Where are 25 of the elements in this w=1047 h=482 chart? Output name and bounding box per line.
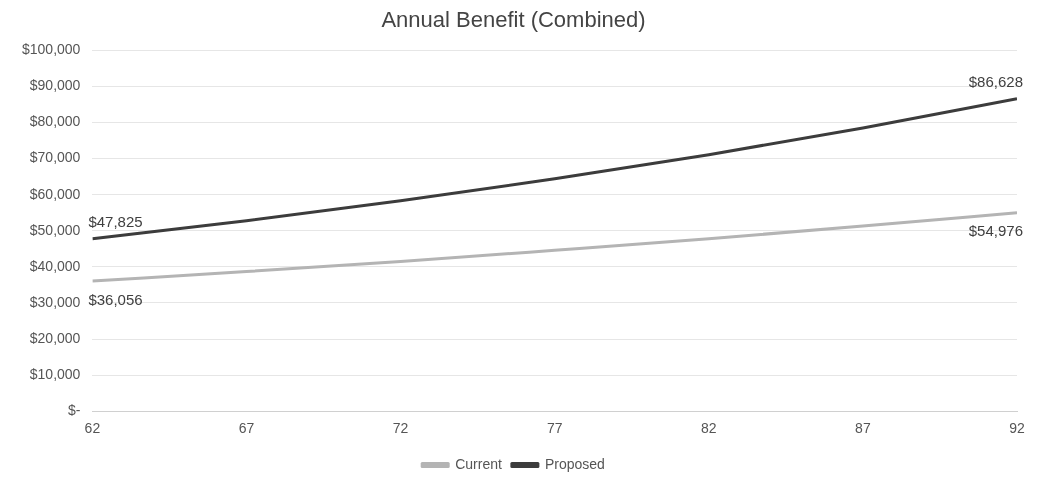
x-tick-label: 67 <box>238 420 255 437</box>
y-tick-label: $10,000 <box>29 365 81 382</box>
y-tick-label: $50,000 <box>29 221 81 238</box>
x-tick-label: 92 <box>1009 420 1025 437</box>
y-tick-label: $90,000 <box>29 77 81 94</box>
y-tick-label: $70,000 <box>29 149 81 166</box>
y-tick-label: $20,000 <box>29 329 81 346</box>
y-tick-label: $100,000 <box>21 41 81 58</box>
data-label: $36,056 <box>88 290 143 308</box>
y-tick-label: $40,000 <box>29 257 81 274</box>
legend-label: Proposed <box>544 455 605 472</box>
x-tick-label: 87 <box>855 420 871 437</box>
x-tick-label: 72 <box>392 420 409 437</box>
y-tick-label: $60,000 <box>29 185 81 202</box>
y-tick-label: $30,000 <box>29 293 81 310</box>
data-label: $54,976 <box>968 222 1023 240</box>
y-tick-label: $- <box>67 402 81 419</box>
legend-label: Current <box>455 455 502 472</box>
x-tick-label: 77 <box>546 420 563 437</box>
data-label: $47,825 <box>88 213 143 231</box>
x-tick-label: 62 <box>84 420 101 437</box>
data-label: $86,628 <box>968 73 1023 91</box>
y-tick-label: $80,000 <box>29 113 81 130</box>
chart-title: Annual Benefit (Combined) <box>381 7 646 33</box>
x-tick-label: 82 <box>701 420 717 437</box>
